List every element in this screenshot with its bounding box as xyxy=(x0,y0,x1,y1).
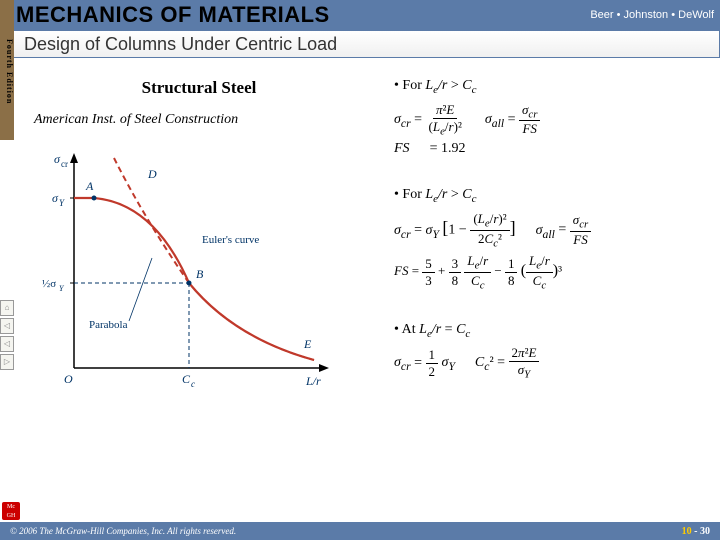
section-title: Design of Columns Under Centric Load xyxy=(24,34,337,55)
svg-text:Parabola: Parabola xyxy=(89,319,128,331)
curve-svg: σcr σY ½σY A D B E Euler's curve Parabol… xyxy=(34,138,344,408)
bullet-1: • For Le/r > Cc xyxy=(394,78,714,96)
block-1: • For Le/r > Cc σcr = π²E(Le/r)² σall = … xyxy=(394,78,714,157)
fs-2: FS = 53 + 38 Le/rCc − 18 (Le/rCc)³ xyxy=(394,253,714,291)
book-title: MECHANICS OF MATERIALS xyxy=(14,2,330,28)
block-3: • At Le/r = Cc σcr = 12 σY Cc² = 2π²EσY xyxy=(394,322,714,381)
svg-text:Euler's curve: Euler's curve xyxy=(202,234,259,246)
svg-text:Y: Y xyxy=(59,284,65,293)
edition-tab: Fourth Edition xyxy=(0,0,14,140)
svg-text:B: B xyxy=(196,267,204,281)
svg-text:cr: cr xyxy=(61,159,68,169)
content-area: Structural Steel American Inst. of Steel… xyxy=(14,58,720,522)
home-icon[interactable]: ⌂ xyxy=(0,300,14,316)
svg-text:C: C xyxy=(182,372,191,386)
block-2: • For Le/r > Cc σcr = σY [1 − (Le/r)²2Cc… xyxy=(394,187,714,291)
formula-1: σcr = π²E(Le/r)² σall = σcrFS xyxy=(394,102,714,138)
svg-text:L/r: L/r xyxy=(305,374,321,388)
svg-text:½σ: ½σ xyxy=(42,278,56,290)
svg-text:E: E xyxy=(303,337,312,351)
left-column: Structural Steel American Inst. of Steel… xyxy=(34,78,364,408)
authors: Beer • Johnston • DeWolf xyxy=(590,9,714,21)
footer-bar: © 2006 The McGraw-Hill Companies, Inc. A… xyxy=(0,522,720,540)
formula-3: σcr = 12 σY Cc² = 2π²EσY xyxy=(394,345,714,381)
svg-text:σ: σ xyxy=(52,191,59,205)
bullet-2: • For Le/r > Cc xyxy=(394,187,714,205)
next-icon[interactable]: ▷ xyxy=(0,354,14,370)
svg-text:A: A xyxy=(85,179,94,193)
stress-curve-figure: σcr σY ½σY A D B E Euler's curve Parabol… xyxy=(34,138,344,408)
nav-icons: ⌂ ◁ ◁ ▷ xyxy=(0,300,14,372)
structural-steel-heading: Structural Steel xyxy=(34,78,364,98)
copyright-text: © 2006 The McGraw-Hill Companies, Inc. A… xyxy=(10,526,236,536)
svg-text:D: D xyxy=(147,167,157,181)
prev-icon[interactable]: ◁ xyxy=(0,336,14,352)
right-column: • For Le/r > Cc σcr = π²E(Le/r)² σall = … xyxy=(394,78,714,397)
svg-text:σ: σ xyxy=(54,152,61,166)
fs-1: FS = 1.92 xyxy=(394,141,714,157)
svg-text:O: O xyxy=(64,372,73,386)
publisher-logo: McGH xyxy=(2,502,20,520)
svg-text:Y: Y xyxy=(59,198,65,208)
bullet-3: • At Le/r = Cc xyxy=(394,322,714,340)
header-bar: MECHANICS OF MATERIALS Beer • Johnston •… xyxy=(14,0,720,30)
aisc-caption: American Inst. of Steel Construction xyxy=(34,112,364,128)
section-title-bar: Design of Columns Under Centric Load xyxy=(14,30,720,58)
back-icon[interactable]: ◁ xyxy=(0,318,14,334)
svg-text:c: c xyxy=(191,379,195,389)
page-number: 10 - 30 xyxy=(682,526,710,537)
formula-2a: σcr = σY [1 − (Le/r)²2Cc²] σall = σcrFS xyxy=(394,211,714,249)
